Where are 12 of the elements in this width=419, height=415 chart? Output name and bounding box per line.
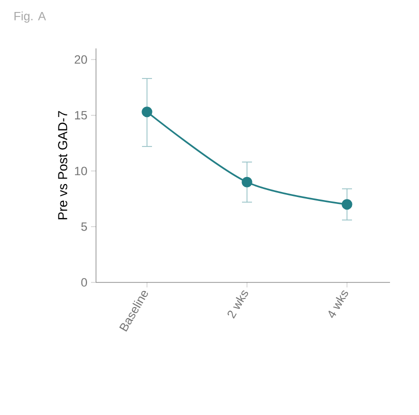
chart-title: Fig. A [14,12,46,23]
y-tick-label: 20 [74,55,88,64]
y-tick-label: 5 [81,222,87,231]
y-tick-label: 0 [81,278,88,287]
point [242,176,252,188]
point [142,106,152,118]
y-tick-label: 15 [75,111,87,120]
y-tick-label: 10 [75,166,88,176]
point [342,199,352,210]
x-tick-label: 4 wks [328,290,348,318]
y-axis-title: Pre vs Post GAD-7 [58,111,68,220]
x-tick-label: 2 wks [228,290,248,319]
